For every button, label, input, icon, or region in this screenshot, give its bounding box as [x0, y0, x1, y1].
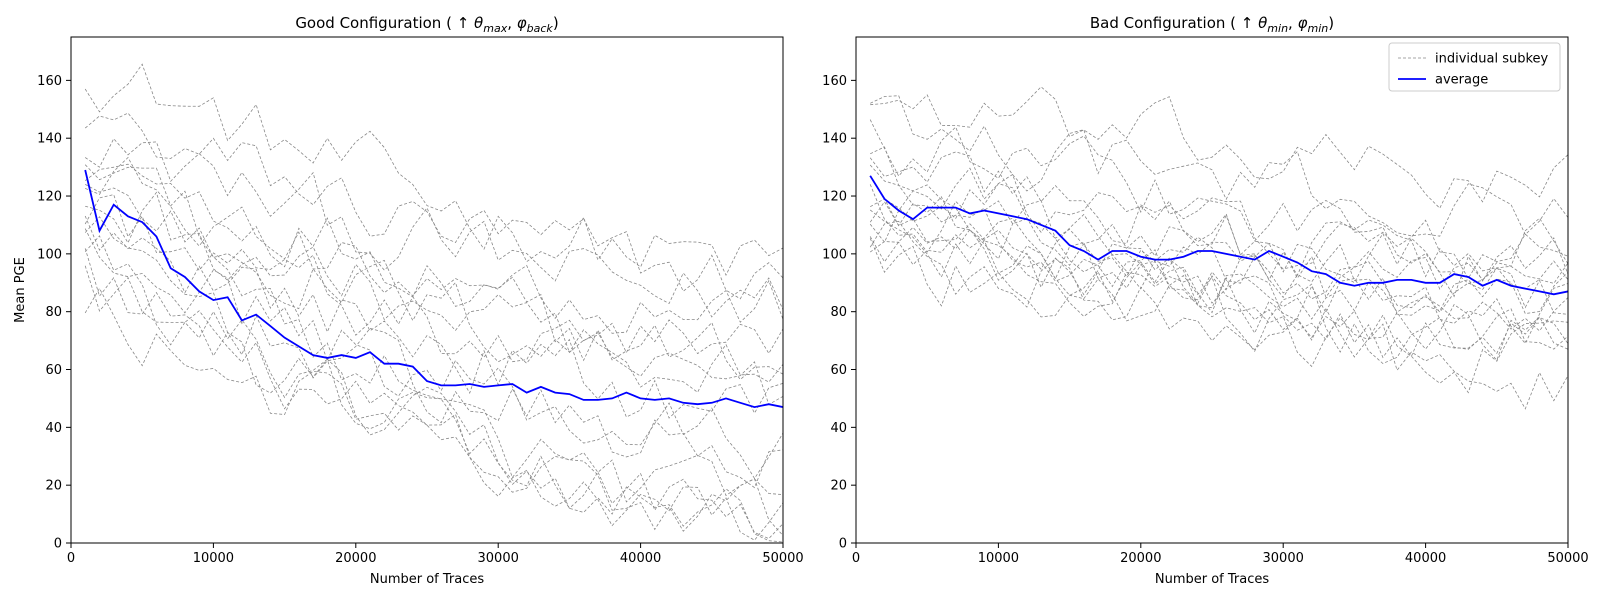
individual-subkey-line — [869, 209, 1568, 313]
y-tick-label: 0 — [839, 537, 847, 552]
y-tick-label: 80 — [830, 305, 847, 320]
legend-label: individual subkey — [1435, 52, 1549, 67]
individual-subkey-line — [869, 164, 1568, 298]
x-axis-label: Number of Traces — [370, 572, 485, 587]
title-theta_sub: max — [483, 22, 507, 35]
individual-subkey-line — [870, 95, 1568, 237]
legend: individual subkey average — [1388, 42, 1561, 92]
individual-subkey-line — [84, 194, 783, 406]
title-arrow: ↑ — [457, 14, 474, 32]
title-phi_sub: back — [527, 22, 554, 35]
individual-subkey-line — [84, 287, 783, 536]
x-tick-label: 0 — [67, 551, 75, 566]
y-tick-label: 40 — [830, 421, 847, 436]
individual-subkey-line — [870, 86, 1568, 209]
y-axis-label: Mean PGE — [13, 257, 28, 323]
legend-label: average — [1435, 73, 1488, 88]
y-tick-label: 60 — [830, 363, 847, 378]
x-tick-label: 20000 — [335, 551, 376, 566]
chart-title: Bad Configuration ( ↑ θmin, φmin) — [1090, 14, 1334, 35]
individual-subkey-line — [869, 217, 1568, 331]
y-tick-label: 100 — [822, 247, 847, 262]
x-tick-label: 10000 — [978, 551, 1019, 566]
average-line — [869, 175, 1568, 296]
individual-subkey-line — [84, 235, 783, 503]
individual-subkey-line — [85, 156, 783, 381]
individual-subkey-line — [84, 137, 783, 318]
x-tick-label: 50000 — [1547, 551, 1588, 566]
title-close: ) — [1328, 14, 1334, 32]
y-tick-label: 80 — [45, 305, 62, 320]
y-tick-label: 120 — [822, 190, 847, 205]
y-tick-label: 40 — [45, 421, 62, 436]
y-tick-label: 60 — [45, 363, 62, 378]
title-open: Bad Configuration ( — [1090, 14, 1241, 32]
title-theta_sub: min — [1267, 22, 1288, 35]
y-tick-label: 0 — [54, 537, 62, 552]
y-tick-label: 140 — [822, 132, 847, 147]
x-tick-label: 30000 — [478, 551, 519, 566]
individual-subkey-line — [869, 220, 1568, 358]
title-close: ) — [553, 14, 559, 32]
individual-subkey-line — [84, 163, 783, 334]
x-tick-label: 40000 — [620, 551, 661, 566]
x-tick-label: 0 — [852, 551, 860, 566]
title-phi: φ — [517, 14, 527, 32]
individual-subkey-line — [870, 196, 1568, 332]
x-axis-label: Number of Traces — [1155, 572, 1270, 587]
title-open: Good Configuration ( — [295, 14, 456, 32]
individual-subkey-line — [869, 238, 1568, 364]
chart-panel-good: 0 10000 20000 30000 40000 50000 0 20 40 60 80 100 12… — [13, 14, 804, 587]
x-tick-label: 20000 — [1120, 551, 1161, 566]
title-comma: , — [507, 14, 517, 32]
individual-subkey-line — [869, 184, 1568, 394]
x-tick-label: 40000 — [1405, 551, 1446, 566]
individual-subkey-line — [869, 151, 1568, 280]
individual-subkey-line — [869, 175, 1568, 289]
y-tick-label: 160 — [37, 74, 62, 89]
x-tick-label: 30000 — [1263, 551, 1304, 566]
title-arrow: ↑ — [1241, 14, 1258, 32]
plot-area — [84, 63, 783, 543]
individual-subkey-line — [870, 146, 1568, 410]
chart-title: Good Configuration ( ↑ θmax, φback) — [295, 14, 558, 35]
individual-subkey-line — [84, 228, 783, 480]
y-tick-label: 160 — [822, 74, 847, 89]
individual-subkey-line — [85, 191, 783, 355]
title-comma: , — [1288, 14, 1298, 32]
individual-subkey-line — [869, 226, 1568, 361]
axes-frame — [855, 36, 1569, 544]
individual-subkey-line — [869, 201, 1568, 345]
title-phi: φ — [1298, 14, 1308, 32]
y-tick-label: 140 — [37, 132, 62, 147]
legend-box — [1388, 42, 1561, 92]
individual-subkey-line — [84, 216, 783, 489]
title-phi_sub: min — [1308, 22, 1329, 35]
individual-subkey-line — [869, 119, 1568, 284]
individual-subkey-line — [84, 164, 783, 543]
x-tick-label: 10000 — [193, 551, 234, 566]
average-line — [84, 169, 783, 409]
individual-subkey-line — [84, 215, 783, 419]
chart-panel-bad: 0 10000 20000 30000 40000 50000 0 20 40 60 80 100 12… — [822, 14, 1589, 587]
x-tick-label: 50000 — [762, 551, 803, 566]
title-theta: θ — [1258, 14, 1267, 32]
individual-subkey-line — [84, 63, 783, 277]
plot-area — [869, 86, 1568, 410]
y-tick-label: 20 — [45, 479, 62, 494]
y-tick-label: 120 — [37, 190, 62, 205]
individual-subkey-line — [84, 265, 783, 541]
axes-frame — [70, 36, 784, 544]
title-theta: θ — [474, 14, 483, 32]
y-tick-label: 20 — [830, 479, 847, 494]
individual-subkey-line — [84, 248, 783, 540]
y-tick-label: 100 — [37, 247, 62, 262]
individual-subkey-line — [869, 184, 1568, 315]
individual-subkey-line — [85, 184, 783, 393]
